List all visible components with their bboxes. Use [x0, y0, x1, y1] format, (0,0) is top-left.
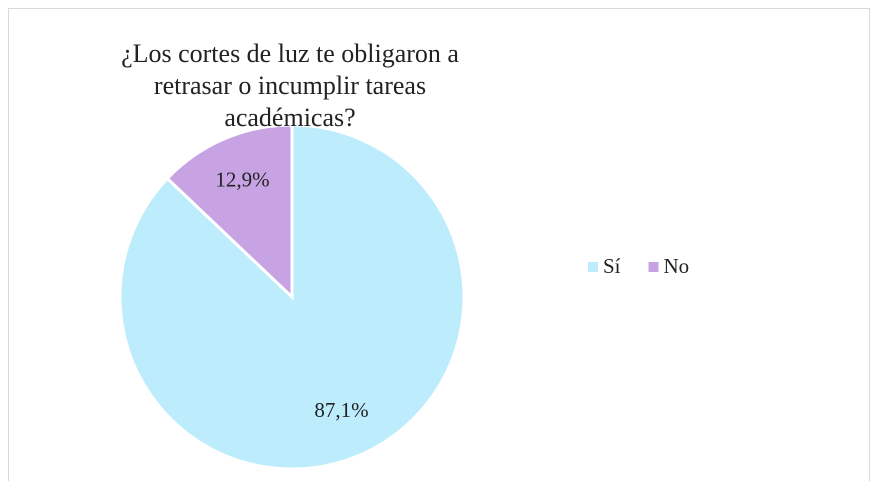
pie-slice [165, 123, 294, 301]
data-label: 12,9% [215, 167, 269, 191]
chart-border [8, 8, 870, 481]
chart-title: ¿Los cortes de luz te obligaron a retras… [121, 39, 459, 132]
legend-swatch [588, 262, 598, 272]
data-label: 87,1% [314, 398, 368, 422]
legend-label: Sí [603, 254, 621, 278]
legend-label: No [664, 254, 690, 278]
legend-swatch [648, 262, 659, 272]
